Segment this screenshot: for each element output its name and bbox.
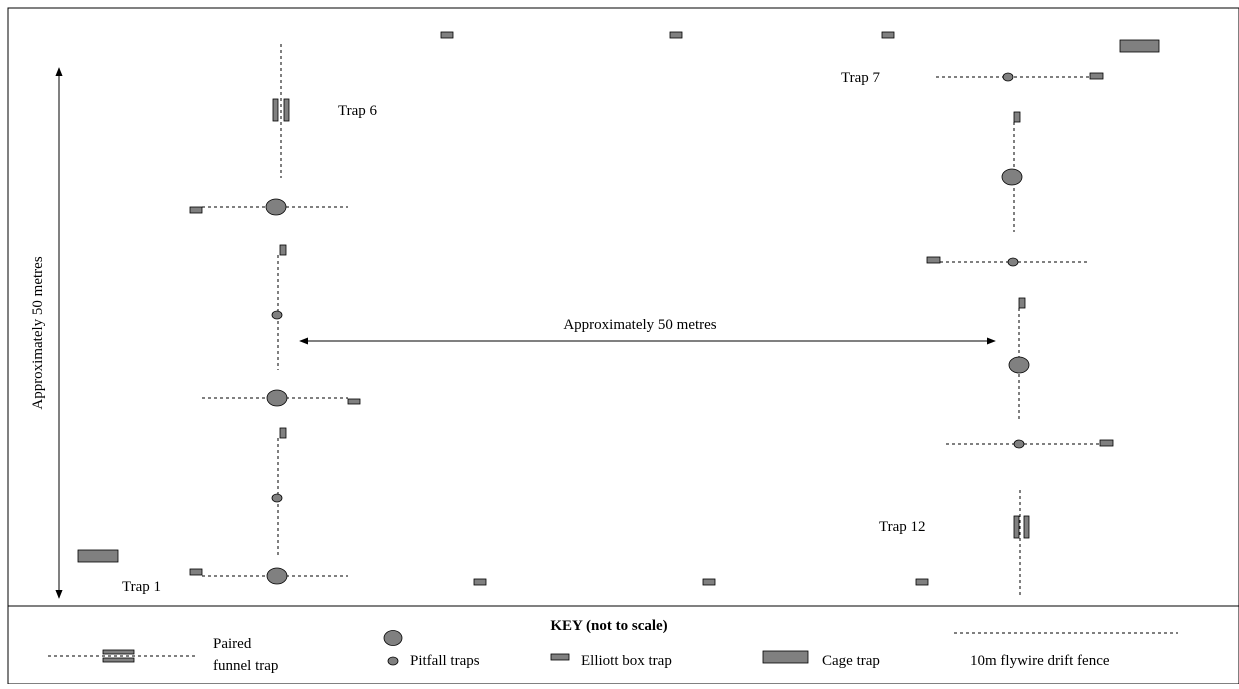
key-fence-label: 10m flywire drift fence — [970, 653, 1110, 669]
trap-12-label: Trap 12 — [879, 519, 926, 535]
pitfall-trap-icon — [266, 389, 288, 407]
elliott-box-trap-icon — [279, 244, 287, 256]
elliott-box-trap-icon — [1089, 72, 1104, 80]
pitfall-trap-icon — [1013, 439, 1025, 449]
key-paired-funnel-label-line2: funnel trap — [213, 658, 278, 674]
elliott-box-trap-icon — [473, 578, 487, 586]
pitfall-trap-icon — [1002, 72, 1014, 82]
pitfall-trap-icon — [1001, 168, 1023, 186]
cage-trap-icon — [1119, 39, 1160, 53]
cage-trap-icon — [77, 549, 119, 563]
pitfall-trap-icon — [271, 310, 283, 320]
key-elliott-label: Elliott box trap — [581, 653, 672, 669]
elliott-box-trap-icon — [926, 256, 941, 264]
elliott-box-trap-icon — [1099, 439, 1114, 447]
pitfall-trap-icon — [383, 630, 403, 646]
key-title: KEY (not to scale) — [550, 618, 667, 634]
elliott-box-trap-icon — [279, 427, 287, 439]
key-cage-label: Cage trap — [822, 653, 880, 669]
right-trap-line — [926, 72, 1114, 598]
elliott-box-trap-icon — [440, 31, 454, 39]
elliott-box-trap-icon — [189, 206, 203, 214]
trap-6-label: Trap 6 — [338, 103, 378, 119]
pitfall-trap-icon — [265, 198, 287, 216]
elliott-box-trap-icon — [881, 31, 895, 39]
left-trap-line — [189, 44, 361, 585]
horizontal-distance-label: Approximately 50 metres — [563, 317, 716, 333]
elliott-box-trap-icon — [1013, 111, 1021, 123]
paired-funnel-trap-icon — [272, 98, 290, 122]
elliott-box-trap-icon — [550, 653, 570, 661]
key-legend: KEY (not to scale) Paired funnel trap Pi… — [48, 618, 1178, 674]
cage-trap-icon — [762, 650, 809, 664]
pitfall-trap-icon — [387, 656, 399, 666]
elliott-box-trap-icon — [915, 578, 929, 586]
key-paired-funnel-label-line1: Paired — [213, 636, 252, 652]
vertical-distance-label: Approximately 50 metres — [30, 256, 46, 409]
diagram-frame — [7, 7, 1239, 685]
elliott-box-trap-icon — [347, 398, 361, 405]
key-pitfall-label: Pitfall traps — [410, 653, 480, 669]
pitfall-trap-icon — [271, 493, 283, 503]
pitfall-trap-icon — [1007, 257, 1019, 267]
trap-1-label: Trap 1 — [122, 579, 161, 595]
elliott-box-trap-icon — [669, 31, 683, 39]
elliott-box-trap-icon — [1018, 297, 1026, 309]
paired-funnel-trap-icon — [1013, 515, 1030, 539]
paired-funnel-trap-icon — [102, 649, 135, 663]
elliott-box-trap-icon — [189, 568, 203, 576]
pitfall-trap-icon — [266, 567, 288, 585]
trap-7-label: Trap 7 — [841, 70, 881, 86]
elliott-box-trap-icon — [702, 578, 716, 586]
pitfall-trap-icon — [1008, 356, 1030, 374]
